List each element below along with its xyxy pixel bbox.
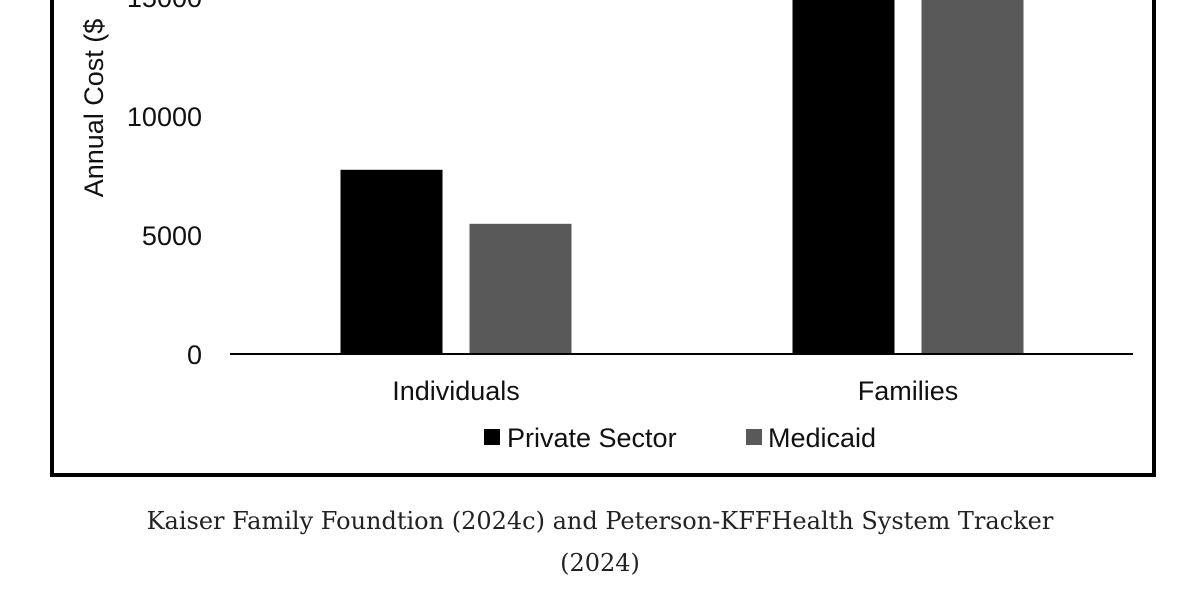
y-axis-label: Annual Cost ($ [79, 19, 109, 198]
legend-swatch [746, 429, 762, 445]
bar-medicaid-families [921, 0, 1024, 354]
legend-label: Medicaid [768, 423, 876, 453]
chart-caption: Kaiser Family Foundtion (2024c) and Pete… [0, 500, 1200, 584]
legend-label: Private Sector [507, 423, 677, 453]
bar-private-sector-families [792, 0, 895, 354]
y-tick-label: 5000 [142, 221, 202, 251]
bar-private-sector-individuals [340, 169, 443, 354]
chart-frame [50, 0, 1156, 477]
bar-chart: 0 5000 10000 15000 Annual Cost ($ Individuals… [79, 0, 1133, 453]
y-tick-label: 0 [187, 340, 202, 370]
x-tick-label: Individuals [392, 376, 520, 406]
x-tick-label: Families [858, 376, 959, 406]
caption-line-2: (2024) [560, 549, 640, 577]
legend-swatch [484, 429, 500, 445]
caption-line-1: Kaiser Family Foundtion (2024c) and Pete… [146, 507, 1054, 535]
y-tick-label: 15000 [127, 0, 202, 13]
y-tick-label: 10000 [127, 102, 202, 132]
bar-medicaid-individuals [469, 223, 572, 354]
